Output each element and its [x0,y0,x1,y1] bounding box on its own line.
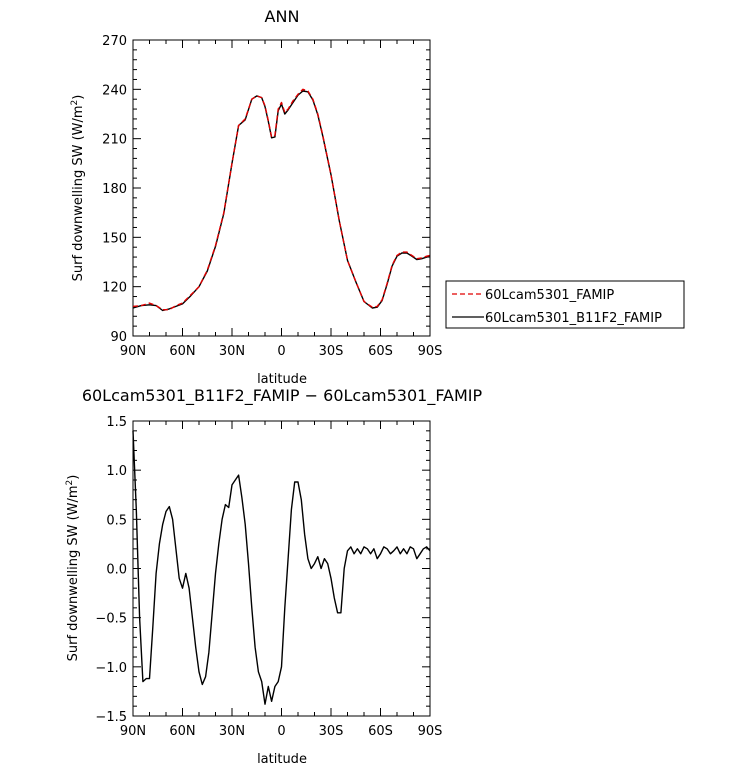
series-line-60lcam5301-famip [132,88,431,311]
x-tick-label: 90N [120,344,146,359]
bottom-series-lines [132,430,431,705]
y-tick-label: 90 [110,330,127,345]
bottom-chart: 60Lcam5301_B11F2_FAMIP − 60Lcam5301_FAMI… [65,386,483,767]
legend-label-b11f2: 60Lcam5301_B11F2_FAMIP [485,311,662,326]
top-chart: ANN 90N 60N 30N 0 30S 60S 90S 90 120 150 180 210 24… [70,7,442,387]
x-tick-label: 30S [319,724,344,739]
legend-label-famip: 60Lcam5301_FAMIP [485,288,614,303]
y-tick-label: −0.5 [95,612,127,627]
bottom-x-tick-labels: 90N 60N 30N 0 30S 60S 90S [120,724,443,739]
y-tick-label: 210 [102,133,127,148]
bottom-axis-ticks [132,420,431,717]
x-tick-label: 30S [319,344,344,359]
bottom-y-tick-labels: −1.5 −1.0 −0.5 0.0 0.5 1.0 1.5 [95,415,127,725]
legend-box [445,280,685,329]
legend: 60Lcam5301_FAMIP 60Lcam5301_B11F2_FAMIP [445,280,685,329]
y-tick-label: −1.0 [95,661,127,676]
x-tick-label: 60S [368,724,393,739]
x-tick-label: 60N [169,724,195,739]
x-tick-label: 60S [368,344,393,359]
y-tick-label: 180 [102,182,127,197]
x-tick-label: 90N [120,724,146,739]
x-tick-label: 90S [418,344,443,359]
top-y-tick-labels: 90 120 150 180 210 240 270 [102,34,127,345]
top-axis-ticks [132,39,431,337]
x-tick-label: 60N [169,344,195,359]
y-tick-label: 1.0 [106,464,127,479]
top-series-lines [132,88,431,312]
y-tick-label: −1.5 [95,710,127,725]
top-x-tick-labels: 90N 60N 30N 0 30S 60S 90S [120,344,443,359]
y-tick-label: 240 [102,83,127,98]
y-tick-label: 0.0 [106,563,127,578]
y-tick-label: 150 [102,231,127,246]
bottom-chart-title: 60Lcam5301_B11F2_FAMIP − 60Lcam5301_FAMI… [82,386,483,406]
x-tick-label: 0 [277,344,285,359]
top-x-axis-label: latitude [257,372,307,387]
top-chart-title: ANN [265,7,300,26]
bottom-y-axis-label: Surf downwelling SW (W/m2) [65,475,81,662]
y-tick-label: 120 [102,281,127,296]
series-line-difference [132,430,431,705]
x-tick-label: 30N [219,344,245,359]
bottom-x-axis-label: latitude [257,752,307,767]
series-line-60lcam5301-b11f2-famip [132,90,431,312]
y-tick-label: 270 [102,34,127,49]
top-y-axis-label: Surf downwelling SW (W/m2) [70,95,86,282]
x-tick-label: 90S [418,724,443,739]
x-tick-label: 0 [277,724,285,739]
x-tick-label: 30N [219,724,245,739]
y-tick-label: 1.5 [106,415,127,430]
y-tick-label: 0.5 [106,513,127,528]
